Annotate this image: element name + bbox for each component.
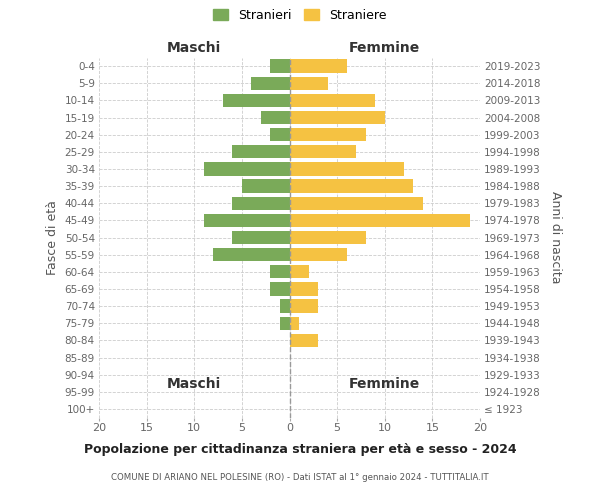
Bar [290,128,366,141]
Bar [223,94,290,107]
Bar [280,300,290,313]
Bar [261,111,290,124]
Text: COMUNE DI ARIANO NEL POLESINE (RO) - Dati ISTAT al 1° gennaio 2024 - TUTTITALIA.: COMUNE DI ARIANO NEL POLESINE (RO) - Dat… [111,472,489,482]
Bar [271,282,290,296]
Bar [232,145,290,158]
Text: Femmine: Femmine [349,378,421,392]
Bar [290,248,347,262]
Legend: Stranieri, Straniere: Stranieri, Straniere [211,6,389,24]
Bar [290,316,299,330]
Bar [290,282,318,296]
Bar [290,196,423,210]
Bar [290,94,375,107]
Bar [251,76,290,90]
Text: Femmine: Femmine [349,41,421,55]
Bar [290,180,413,193]
Text: Maschi: Maschi [167,41,221,55]
Bar [271,265,290,278]
Bar [280,316,290,330]
Bar [290,111,385,124]
Bar [232,231,290,244]
Bar [204,162,290,175]
Bar [290,300,318,313]
Y-axis label: Anni di nascita: Anni di nascita [549,191,562,284]
Bar [242,180,290,193]
Bar [290,162,404,175]
Bar [290,265,308,278]
Bar [290,334,318,347]
Bar [290,76,328,90]
Bar [204,214,290,227]
Bar [290,145,356,158]
Y-axis label: Fasce di età: Fasce di età [46,200,59,275]
Bar [271,60,290,73]
Bar [290,231,366,244]
Bar [271,128,290,141]
Bar [290,60,347,73]
Bar [290,214,470,227]
Bar [214,248,290,262]
Text: Maschi: Maschi [167,378,221,392]
Text: Popolazione per cittadinanza straniera per età e sesso - 2024: Popolazione per cittadinanza straniera p… [83,442,517,456]
Bar [232,196,290,210]
